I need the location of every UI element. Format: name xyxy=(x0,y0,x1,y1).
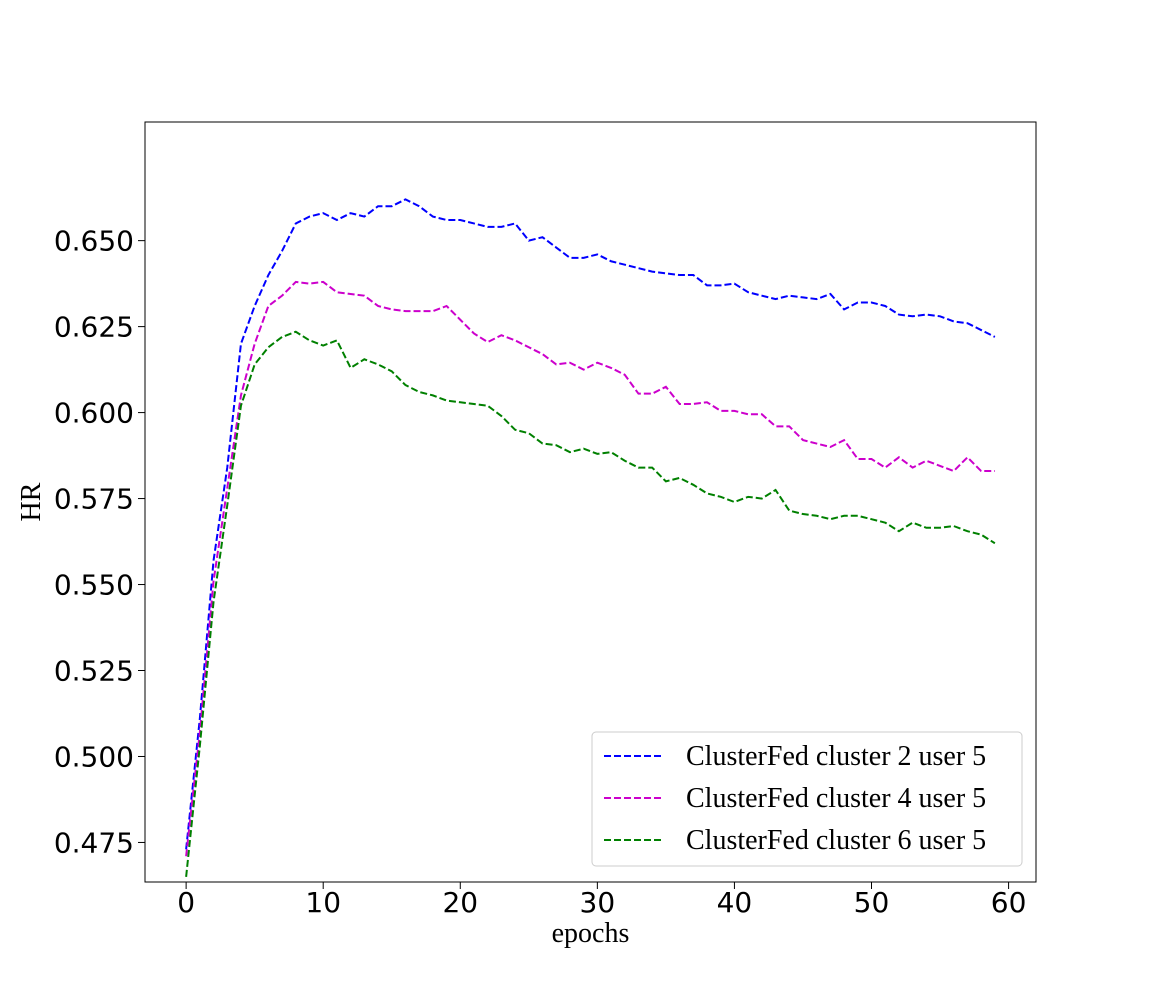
x-tick-label: 50 xyxy=(854,886,890,919)
x-tick-label: 60 xyxy=(991,886,1027,919)
plot-frame xyxy=(144,121,1037,883)
y-axis-title: HR xyxy=(16,482,47,521)
y-tick-label: 0.525 xyxy=(54,655,134,688)
y-tick-label: 0.650 xyxy=(54,225,134,258)
legend-label: ClusterFed cluster 2 user 5 xyxy=(686,741,986,772)
y-tick-label: 0.600 xyxy=(54,397,134,430)
y-tick-label: 0.475 xyxy=(54,826,134,859)
legend-box xyxy=(591,731,1023,867)
x-axis-title: epochs xyxy=(552,918,630,949)
x-tick-label: 10 xyxy=(305,886,341,919)
series-line-2 xyxy=(185,280,995,857)
x-axis: 0 10 20 30 40 50 60 xyxy=(177,882,1026,919)
x-tick-label: 30 xyxy=(580,886,616,919)
y-tick-label: 0.625 xyxy=(54,311,134,344)
x-tick-label: 40 xyxy=(717,886,753,919)
x-tick-label: 0 xyxy=(177,886,195,919)
x-tick-label: 20 xyxy=(442,886,478,919)
y-axis: 0.475 0.500 0.525 0.550 0.575 0.600 0.625 0.650 xyxy=(54,225,145,859)
y-tick-label: 0.550 xyxy=(54,569,134,602)
series-line-3 xyxy=(185,330,996,877)
y-tick-label: 0.500 xyxy=(54,740,134,773)
series-layer xyxy=(185,198,996,877)
legend: ClusterFed cluster 2 user 5 ClusterFed cl… xyxy=(591,731,1023,867)
legend-label: ClusterFed cluster 6 user 5 xyxy=(686,825,986,856)
y-tick-label: 0.575 xyxy=(54,483,134,516)
legend-label: ClusterFed cluster 4 user 5 xyxy=(686,783,986,814)
